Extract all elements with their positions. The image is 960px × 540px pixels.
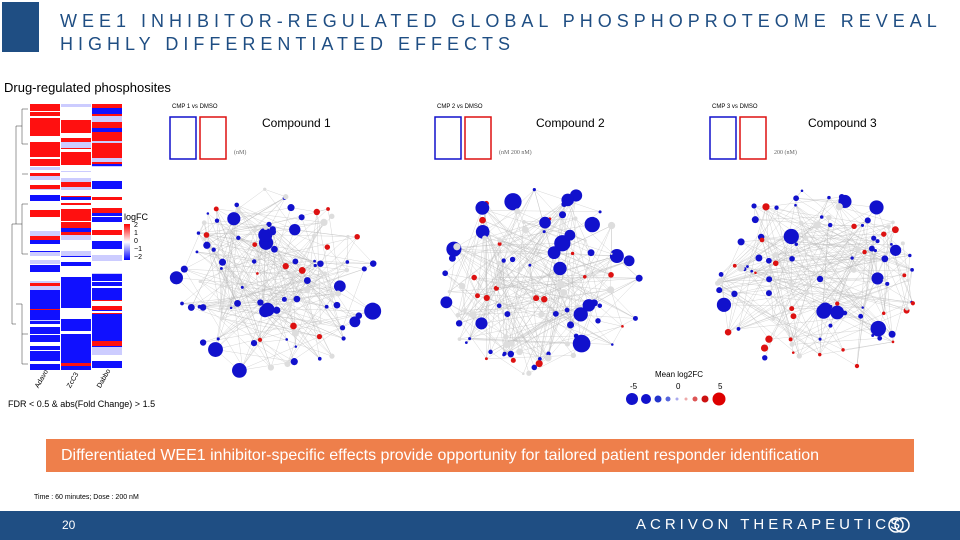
heatmap-legend-tick: 2 [134,222,138,229]
network-inset-dose: (nM 200 nM) [499,149,532,156]
node-legend-title: Mean log2FC [655,370,704,379]
key-message-banner: Differentiated WEE1 inhibitor-specific e… [46,439,914,472]
network-inset-title: CMP 3 vs DMSO [712,104,758,110]
compound-3-label: Compound 3 [808,116,877,130]
page-title-line2: HIGHLY DIFFERENTIATED EFFECTS [60,34,516,54]
node-legend-tick: 5 [718,382,723,391]
footnote: Time : 60 minutes; Dose : 200 nM [34,494,139,501]
title-accent-block [2,2,39,52]
node-legend-tick: -5 [630,382,638,391]
network-inset-title: CMP 1 vs DMSO [172,104,218,110]
compound-2-label: Compound 2 [536,116,605,130]
page-title: WEE1 INHIBITOR-REGULATED GLOBAL PHOSPHOP… [60,10,942,56]
heatmap-subtitle: Drug-regulated phosphosites [4,80,171,95]
brand-logo-icon [888,517,910,533]
heatmap-legend-tick: −1 [134,246,142,253]
dendrogram [11,108,28,365]
network-inset-title: CMP 2 vs DMSO [437,104,483,110]
node-legend-tick: 0 [676,382,681,391]
page-number: 20 [62,518,76,532]
network-inset-dose: 200 (nM) [774,149,797,156]
network-inset-dose: (nM) [234,149,246,156]
heatmap-legend-colorbar [124,224,130,260]
heatmap-figure [11,104,122,370]
network-compound-1: CMP 1 vs DMSO (nM) [169,104,382,378]
page-title-line1: WEE1 INHIBITOR-REGULATED GLOBAL PHOSPHOP… [60,11,942,31]
footer-bar [0,511,960,540]
heatmap-legend-tick: 0 [134,238,138,245]
network-compound-3: CMP 3 vs DMSO 200 (nM) [709,104,915,369]
node-legend-scale [626,392,726,406]
heatmap-legend-tick: −2 [134,254,142,261]
network-compound-2: CMP 2 vs DMSO (nM 200 nM) [434,104,643,376]
heatmap-legend-title: logFC [124,212,149,222]
heatmap-legend-tick: 1 [134,230,138,237]
fdr-note: FDR < 0.5 & abs(Fold Change) > 1.5 [8,399,156,409]
compound-1-label: Compound 1 [262,116,331,130]
brand-name: ACRIVON THERAPEUTICS [636,516,905,533]
